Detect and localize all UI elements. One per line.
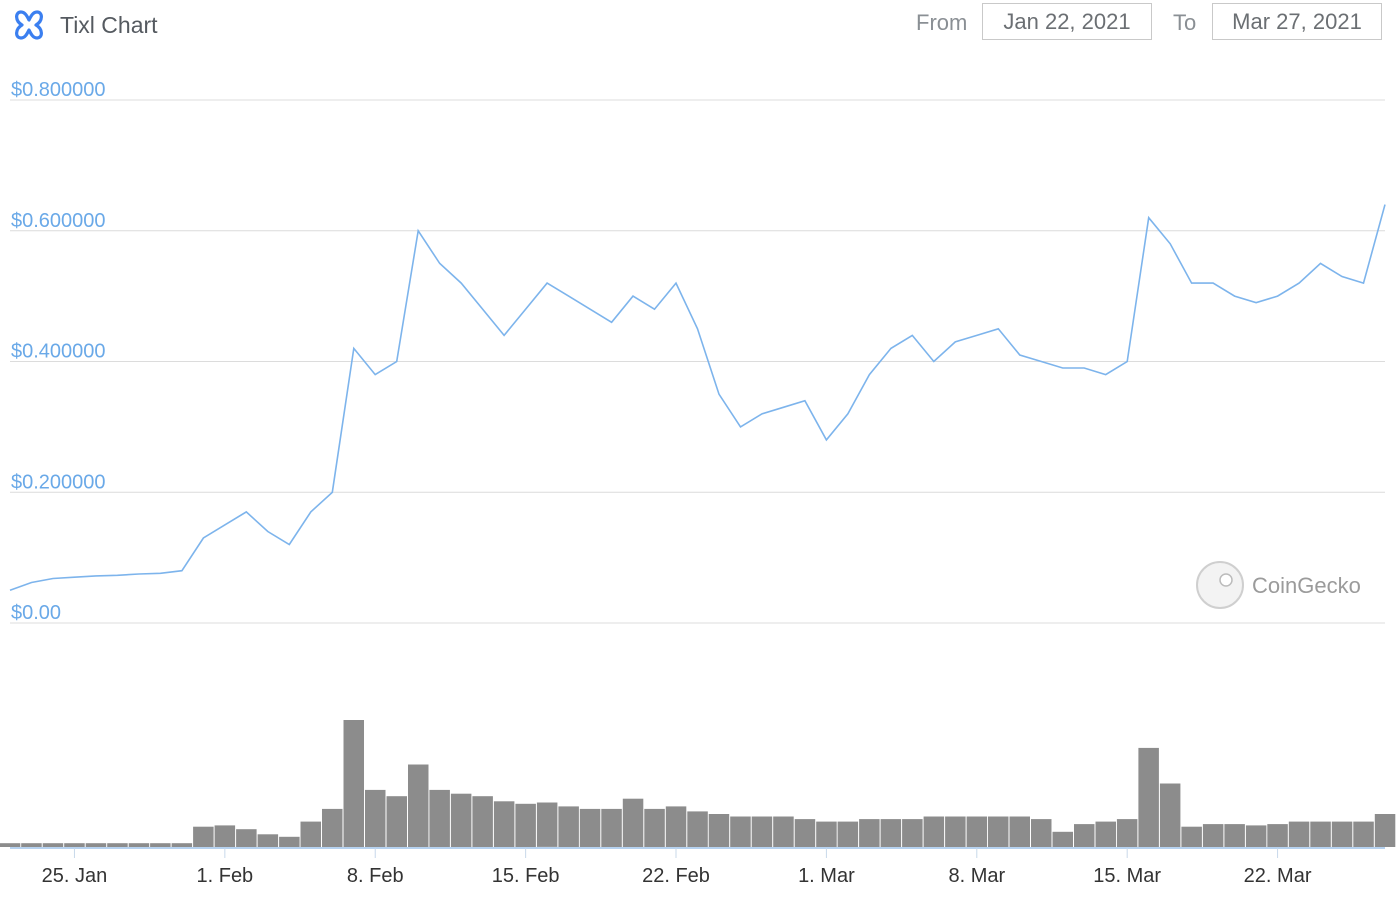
- volume-bar: [880, 819, 902, 847]
- volume-bar: [515, 803, 536, 847]
- gecko-eye-icon: [1219, 573, 1233, 587]
- tixl-logo-icon: [15, 10, 43, 40]
- to-label: To: [1173, 10, 1197, 35]
- x-tick-label: 22. Feb: [642, 865, 710, 887]
- volume-bar: [1159, 783, 1181, 847]
- x-tick-label: 1. Mar: [798, 865, 855, 887]
- y-tick-label: $0.600000: [11, 210, 106, 232]
- volume-bar: [1074, 824, 1095, 847]
- x-tick-label: 15. Feb: [492, 865, 560, 887]
- volume-bar: [1116, 819, 1138, 847]
- y-tick-label: $0.800000: [11, 79, 106, 101]
- volume-bar: [665, 806, 687, 847]
- volume-bar: [365, 789, 386, 847]
- volume-bar: [601, 808, 622, 847]
- volume-bar: [214, 825, 236, 847]
- volume-bar: [1374, 814, 1396, 847]
- volume-bar: [493, 801, 515, 847]
- x-tick-label: 8. Feb: [347, 865, 404, 887]
- volume-bar: [279, 836, 300, 847]
- volume-bar: [128, 843, 150, 847]
- watermark-text: CoinGecko: [1252, 573, 1361, 598]
- volume-bar: [1031, 819, 1052, 847]
- volume-bars: [0, 720, 1396, 847]
- volume-bar: [687, 811, 708, 847]
- volume-bar: [107, 843, 128, 847]
- coingecko-watermark: CoinGecko: [1196, 561, 1361, 609]
- chart-title: Tixl Chart: [60, 12, 158, 38]
- volume-bar: [558, 806, 579, 847]
- volume-bar: [300, 821, 321, 847]
- volume-bar: [751, 816, 773, 847]
- x-tick-label: 1. Feb: [196, 865, 253, 887]
- gecko-icon: [1196, 561, 1244, 609]
- volume-bar: [1052, 831, 1073, 847]
- volume-bar: [472, 796, 493, 847]
- x-axis-ticks: 25. Jan 1. Feb 8. Feb 15. Feb 22. Feb 1. Mar 8…: [42, 848, 1312, 887]
- volume-bar: [1353, 821, 1374, 847]
- volume-bar: [429, 789, 450, 847]
- volume-bar: [386, 796, 407, 847]
- volume-bar: [730, 816, 751, 847]
- volume-bar: [322, 808, 343, 847]
- y-axis-ticks: $0.800000 $0.600000 $0.400000 $0.200000 $0.0…: [11, 79, 106, 624]
- volume-bar: [150, 843, 171, 847]
- volume-bar: [1181, 826, 1202, 847]
- chart-header: Tixl Chart From Jan 22, 2021 To Mar 27, …: [0, 0, 1400, 60]
- volume-bar: [0, 843, 21, 847]
- to-date-input[interactable]: Mar 27, 2021: [1212, 3, 1382, 40]
- price-line: [9, 204, 1386, 592]
- volume-bar: [945, 816, 966, 847]
- volume-bar: [923, 816, 945, 847]
- volume-bar: [708, 814, 730, 847]
- x-tick-label: 22. Mar: [1244, 865, 1312, 887]
- volume-bar: [966, 816, 988, 847]
- x-tick-label: 15. Mar: [1093, 865, 1161, 887]
- volume-bar: [622, 798, 644, 847]
- volume-bar: [64, 843, 85, 847]
- volume-bar: [236, 829, 257, 847]
- volume-bar: [579, 808, 601, 847]
- volume-bar: [343, 720, 364, 847]
- volume-bar: [816, 821, 837, 847]
- volume-bar: [193, 826, 214, 847]
- volume-bar: [1288, 821, 1310, 847]
- volume-bar: [1138, 747, 1159, 847]
- x-tick-label: 25. Jan: [42, 865, 108, 887]
- volume-bar: [1202, 824, 1224, 847]
- volume-bar: [408, 764, 429, 847]
- y-tick-label: $0.200000: [11, 471, 106, 493]
- volume-bar: [837, 821, 859, 847]
- volume-bar: [85, 843, 107, 847]
- y-tick-label: $0.400000: [11, 341, 106, 363]
- volume-bar: [450, 793, 472, 847]
- from-date-input[interactable]: Jan 22, 2021: [982, 3, 1152, 40]
- volume-bar: [859, 819, 880, 847]
- grid-lines: [10, 99, 1385, 624]
- volume-bar: [988, 816, 1009, 847]
- volume-bar: [644, 808, 665, 847]
- y-tick-label: $0.00: [11, 602, 61, 624]
- volume-bar: [1095, 821, 1116, 847]
- volume-bar: [902, 819, 923, 847]
- volume-bar: [536, 802, 558, 847]
- volume-bar: [1310, 821, 1331, 847]
- volume-bar: [42, 843, 64, 847]
- volume-bar: [773, 816, 794, 847]
- volume-bar: [1331, 821, 1353, 847]
- volume-bar: [257, 834, 279, 847]
- volume-bar: [1224, 824, 1245, 847]
- volume-bar: [1267, 824, 1288, 847]
- from-label: From: [916, 10, 968, 35]
- volume-bar: [21, 843, 42, 847]
- volume-bar: [1009, 816, 1030, 847]
- volume-bar: [1245, 825, 1267, 847]
- volume-bar: [794, 819, 816, 847]
- volume-bar: [171, 843, 193, 847]
- x-tick-label: 8. Mar: [948, 865, 1005, 887]
